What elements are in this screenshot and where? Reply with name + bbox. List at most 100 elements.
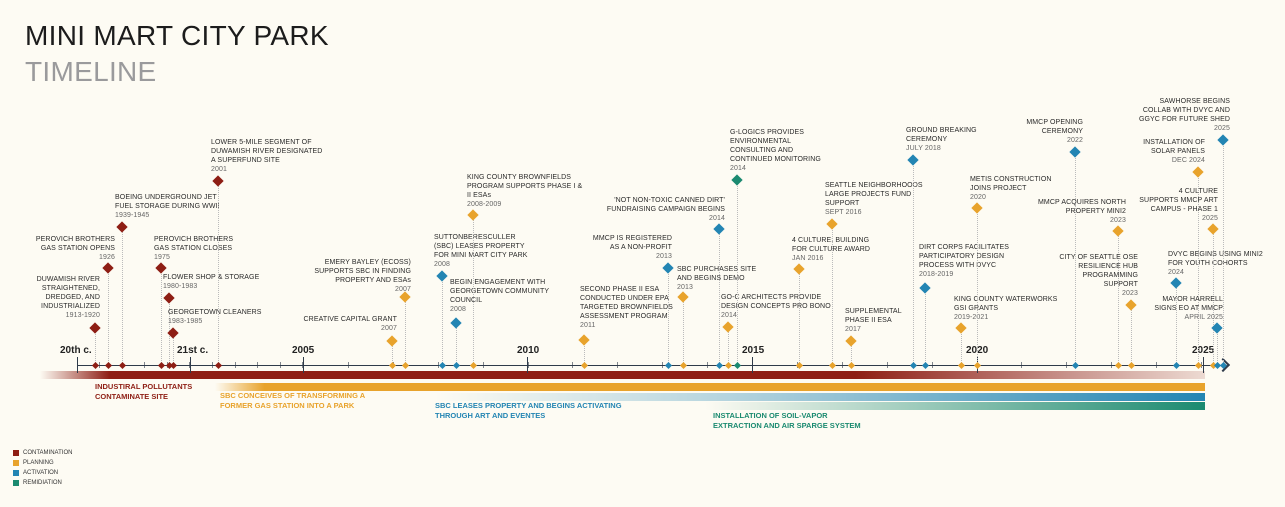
event-label: SECOND PHASE II ESA CONDUCTED UNDER EPA TA… — [580, 285, 673, 330]
event-title-line: BEGIN ENGAGEMENT WITH — [450, 279, 546, 286]
event-title-line: SIGNS EO AT MMCP — [1154, 305, 1223, 312]
event-label: MAYOR HARRELL SIGNS EO AT MMCP APRIL 2025 — [1154, 295, 1223, 322]
legend-item-activation: ACTIVATION — [13, 470, 58, 476]
event-title-line: INSTALLATION OF — [1143, 139, 1205, 146]
event-diamond-contamination-icon — [116, 221, 128, 233]
event-title-line: JOINS PROJECT — [970, 185, 1027, 192]
event-diamond-planning-icon — [826, 218, 838, 230]
event-connector — [1118, 231, 1119, 365]
event-title-line: MMCP ACQUIRES NORTH — [1038, 199, 1126, 206]
event-diamond-planning-icon — [677, 291, 689, 303]
legend-label: PLANNING — [23, 460, 54, 466]
axis-minor-tick — [234, 362, 236, 368]
event-label: SUPPLEMENTAL PHASE II ESA 2017 — [845, 307, 902, 334]
legend-item-contamination: CONTAMINATION — [13, 450, 72, 456]
phase-label: SBC CONCEIVES OF TRANSFORMING A FORMER GA… — [220, 391, 366, 410]
event-label: SBC PURCHASES SITE AND BEGINS DEMO 2013 — [677, 265, 756, 292]
event-connector — [1075, 152, 1076, 365]
event-diamond-activation-icon — [1170, 277, 1182, 289]
legend-item-remediation: REMIDIATION — [13, 480, 62, 486]
event-axis-marker-icon — [724, 361, 732, 369]
event-label: SUTTONBERESCULLER (SBC) LEASES PROPERTY FO… — [434, 233, 528, 269]
event-title-line: CONDUCTED UNDER EPA — [580, 295, 669, 302]
event-diamond-contamination-icon — [163, 292, 175, 304]
event-title-line: CONTINUED MONITORING — [730, 156, 821, 163]
axis-label: 2025 — [1192, 345, 1215, 356]
axis-label: 2005 — [292, 345, 315, 356]
legend-label: REMIDIATION — [23, 480, 62, 486]
axis-label: 21st c. — [177, 345, 209, 356]
axis-minor-tick — [617, 362, 619, 368]
event-title-line: GSI GRANTS — [954, 305, 999, 312]
event-date: 1975 — [154, 254, 170, 261]
event-axis-marker-icon — [733, 361, 741, 369]
event-date: 2020 — [970, 194, 986, 201]
event-connector — [108, 268, 109, 365]
event-diamond-activation-icon — [919, 282, 931, 294]
event-date: 2019-2021 — [954, 314, 989, 321]
event-title-line: CONSULTING AND — [730, 147, 794, 154]
phase-band-contamination — [40, 371, 1205, 379]
phase-label: INDUSTIRAL POLLUTANTS CONTAMINATE SITE — [95, 382, 193, 401]
axis-minor-tick — [212, 362, 213, 368]
event-title-line: AND BEGINS DEMO — [677, 275, 745, 282]
event-axis-marker-icon — [91, 361, 99, 369]
event-title-line: SOLAR PANELS — [1151, 148, 1205, 155]
page-subtitle: TIMELINE — [25, 56, 157, 87]
event-title-line: 4 CULTURE — [1178, 188, 1218, 195]
event-title-line: PROPERTY MINI2 — [1065, 208, 1126, 215]
event-connector — [405, 297, 406, 365]
event-axis-marker-icon — [847, 361, 855, 369]
event-label: DIRT CORPS FACILITATES PARTICIPATORY DESI… — [919, 243, 1009, 279]
axis-line — [77, 365, 1227, 366]
event-label: G-LOGICS PROVIDES ENVIRONMENTAL CONSULTING… — [730, 128, 821, 173]
event-title-line: METIS CONSTRUCTION — [970, 176, 1052, 183]
event-title-line: EMERY BAYLEY (ECOSS) — [324, 259, 411, 266]
event-title-line: SUPPORTS SBC IN FINDING — [314, 268, 411, 275]
event-connector — [977, 208, 978, 365]
event-connector — [1213, 229, 1214, 365]
legend-swatch — [13, 450, 19, 456]
event-diamond-planning-icon — [722, 321, 734, 333]
axis-minor-tick — [1111, 362, 1113, 368]
axis-major-tick — [1203, 357, 1204, 373]
event-diamond-contamination-icon — [155, 262, 167, 274]
phase-label: SBC LEASES PROPERTY AND BEGINS ACTIVATIN… — [435, 401, 622, 420]
event-date: 2013 — [656, 253, 672, 260]
event-diamond-activation-icon — [436, 270, 448, 282]
event-title-line: DUWAMISH RIVER DESIGNATED — [211, 148, 323, 155]
event-title-line: GO-C ARCHITECTS PROVIDE — [721, 294, 822, 301]
event-title-line: GAS STATION OPENS — [40, 245, 115, 252]
event-connector — [442, 276, 443, 365]
event-title-line: SBC PURCHASES SITE — [677, 266, 757, 273]
event-diamond-contamination-icon — [89, 322, 101, 334]
event-diamond-activation-icon — [450, 317, 462, 329]
event-label: 4 CULTURE SUPPORTS MMCP ART CAMPUS - PHASE… — [1139, 187, 1218, 223]
axis-minor-tick — [303, 362, 304, 368]
event-title-line: FUEL STORAGE DURING WWII — [115, 203, 220, 210]
event-axis-marker-icon — [921, 361, 929, 369]
event-date: 2008 — [434, 261, 450, 268]
event-axis-marker-icon — [1172, 361, 1180, 369]
event-title-line: PHASE II ESA — [845, 317, 892, 324]
legend-label: CONTAMINATION — [23, 450, 73, 456]
axis-minor-tick — [662, 362, 664, 368]
axis-minor-tick — [527, 362, 529, 368]
event-connector — [737, 180, 738, 365]
axis-minor-tick — [1156, 362, 1158, 368]
event-title-line: SUPPORTS MMCP ART — [1139, 197, 1218, 204]
event-title-line: DREDGED, AND — [45, 294, 100, 301]
event-connector — [1198, 172, 1199, 365]
event-date: 2014 — [709, 215, 725, 222]
event-diamond-activation-icon — [1069, 146, 1081, 158]
event-axis-marker-icon — [957, 361, 965, 369]
event-label: BEGIN ENGAGEMENT WITH GEORGETOWN COMMUNIT… — [450, 278, 549, 314]
event-connector — [1217, 328, 1218, 365]
event-date: 2001 — [211, 166, 227, 173]
axis-minor-tick — [99, 362, 100, 368]
event-title-line: TARGETED BROWNFIELDS — [580, 304, 673, 311]
event-title-line: (SBC) LEASES PROPERTY — [434, 243, 525, 250]
axis-minor-tick — [437, 362, 439, 368]
event-title-line: DVYC BEGINS USING MINI2 — [1168, 251, 1263, 258]
